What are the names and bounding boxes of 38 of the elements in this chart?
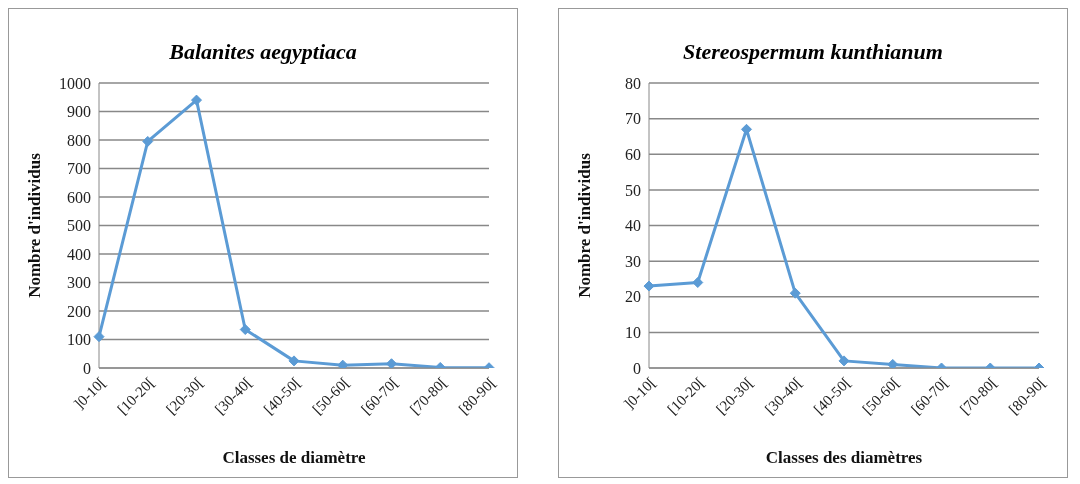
y-tick-label: 400 <box>67 245 91 263</box>
chart-title: Stereospermum kunthianum <box>682 39 944 65</box>
y-tick-label: 100 <box>67 331 91 349</box>
x-axis-title: Classes des diamètres <box>765 448 923 467</box>
y-tick-label: 50 <box>625 181 641 199</box>
y-tick-label: 80 <box>625 74 641 92</box>
point <box>692 277 704 288</box>
x-axis-title: Classes de diamètre <box>222 448 367 467</box>
point <box>191 94 202 106</box>
y-tick-label: 200 <box>67 302 91 320</box>
y-tick-label: 500 <box>67 217 91 235</box>
y-tick-label: 700 <box>67 160 91 178</box>
point <box>741 123 752 135</box>
chart-title: Balanites aegyptiaca <box>168 39 358 65</box>
y-tick-label: 20 <box>625 288 641 306</box>
y-tick-label: 300 <box>67 274 91 292</box>
y-axis-title: Nombre d'individus <box>575 152 595 298</box>
point <box>93 331 105 343</box>
point <box>643 280 655 292</box>
y-tick-label: 40 <box>625 217 641 235</box>
y-tick-label: 30 <box>625 252 641 270</box>
y-tick-label: 900 <box>67 103 91 121</box>
point <box>838 355 850 367</box>
y-tick-label: 800 <box>67 131 91 149</box>
y-tick-label: 60 <box>625 145 641 163</box>
point <box>789 287 801 299</box>
point <box>887 358 899 368</box>
y-tick-label: 0 <box>83 359 91 377</box>
point <box>288 355 300 367</box>
y-tick-label: 600 <box>67 188 91 206</box>
y-axis-title: Nombre d'individus <box>25 152 45 298</box>
point <box>239 324 251 336</box>
y-tick-label: 10 <box>625 324 641 342</box>
y-tick-label: 1000 <box>59 74 91 92</box>
point <box>142 135 154 147</box>
point <box>386 358 397 368</box>
y-tick-label: 70 <box>625 110 641 128</box>
y-tick-label: 0 <box>633 359 641 377</box>
